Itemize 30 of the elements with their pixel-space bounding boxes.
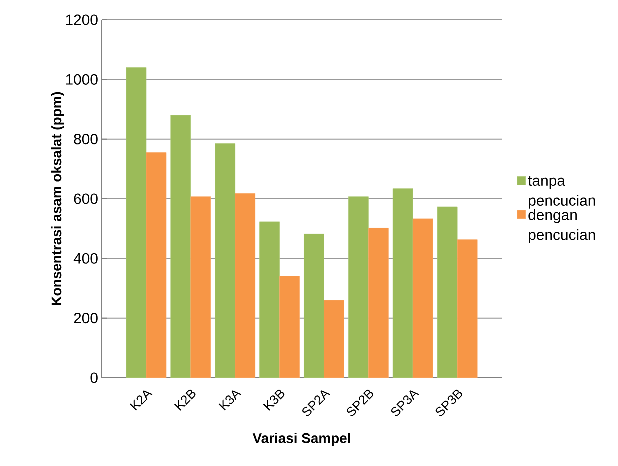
y-axis-title: Konsentrasi asam oksalat (ppm): [51, 92, 64, 306]
bar: [368, 228, 389, 378]
x-tick-label: K3A: [218, 390, 242, 411]
bar: [280, 276, 300, 378]
x-tick-label: K2B: [174, 390, 196, 411]
bar: [392, 188, 414, 378]
y-tick-label: 1000: [66, 74, 98, 85]
bar: [235, 193, 256, 378]
bar: [304, 234, 324, 378]
bar: [170, 115, 192, 378]
y-tick-label: 0: [90, 372, 98, 384]
bar: [437, 206, 458, 378]
bar: [215, 144, 236, 378]
x-tick-label: K3B: [263, 390, 285, 411]
x-tick-label: K2A: [130, 390, 153, 411]
bar: [412, 218, 434, 378]
legend-label: dengan pencucian: [528, 209, 596, 244]
y-tick-label: 600: [74, 194, 98, 204]
bar: [260, 222, 280, 378]
y-tick-label: 200: [74, 313, 98, 324]
bar: [348, 196, 369, 378]
y-tick-label: 400: [74, 253, 98, 264]
x-axis-title: Variasi Sampel: [252, 433, 350, 446]
bar: [324, 300, 344, 378]
y-tick-label: 1200: [66, 14, 98, 26]
bar: [126, 68, 147, 378]
bar: [190, 196, 212, 378]
y-tick-label: 800: [74, 134, 98, 145]
bar: [146, 152, 167, 378]
bar: [457, 240, 478, 378]
